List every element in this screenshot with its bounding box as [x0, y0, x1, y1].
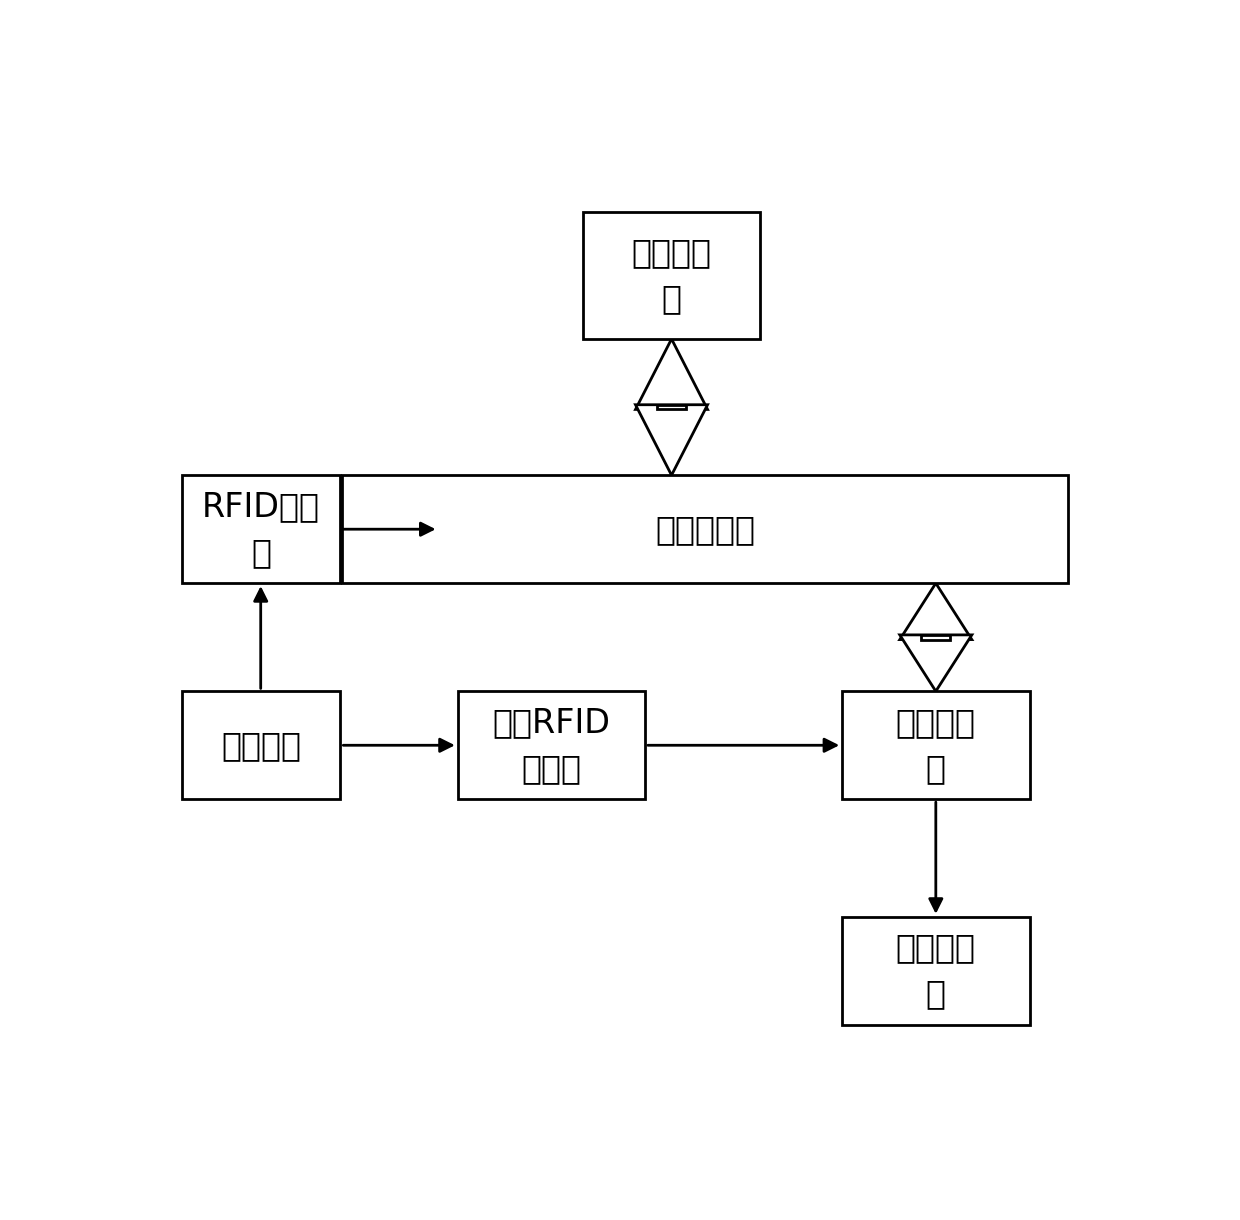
Text: RFID采集
器: RFID采集 器: [202, 489, 320, 569]
Bar: [583, 212, 760, 339]
Bar: [458, 692, 645, 799]
Bar: [842, 916, 1029, 1025]
Polygon shape: [900, 583, 972, 639]
Polygon shape: [635, 339, 708, 410]
Polygon shape: [635, 405, 708, 476]
Text: 电子标签: 电子标签: [221, 728, 301, 761]
Text: 车载提示
器: 车载提示 器: [895, 931, 976, 1010]
Text: 车载处理
器: 车载处理 器: [895, 705, 976, 784]
Text: 车载RFID
采集器: 车载RFID 采集器: [492, 705, 610, 784]
Text: 调度服务器: 调度服务器: [655, 512, 755, 545]
Bar: [842, 692, 1029, 799]
Bar: [921, 634, 950, 639]
Bar: [182, 476, 341, 583]
Polygon shape: [900, 634, 972, 692]
Bar: [657, 405, 686, 410]
Bar: [342, 476, 1068, 583]
Text: 存储服务
器: 存储服务 器: [631, 235, 712, 315]
Bar: [182, 692, 341, 799]
